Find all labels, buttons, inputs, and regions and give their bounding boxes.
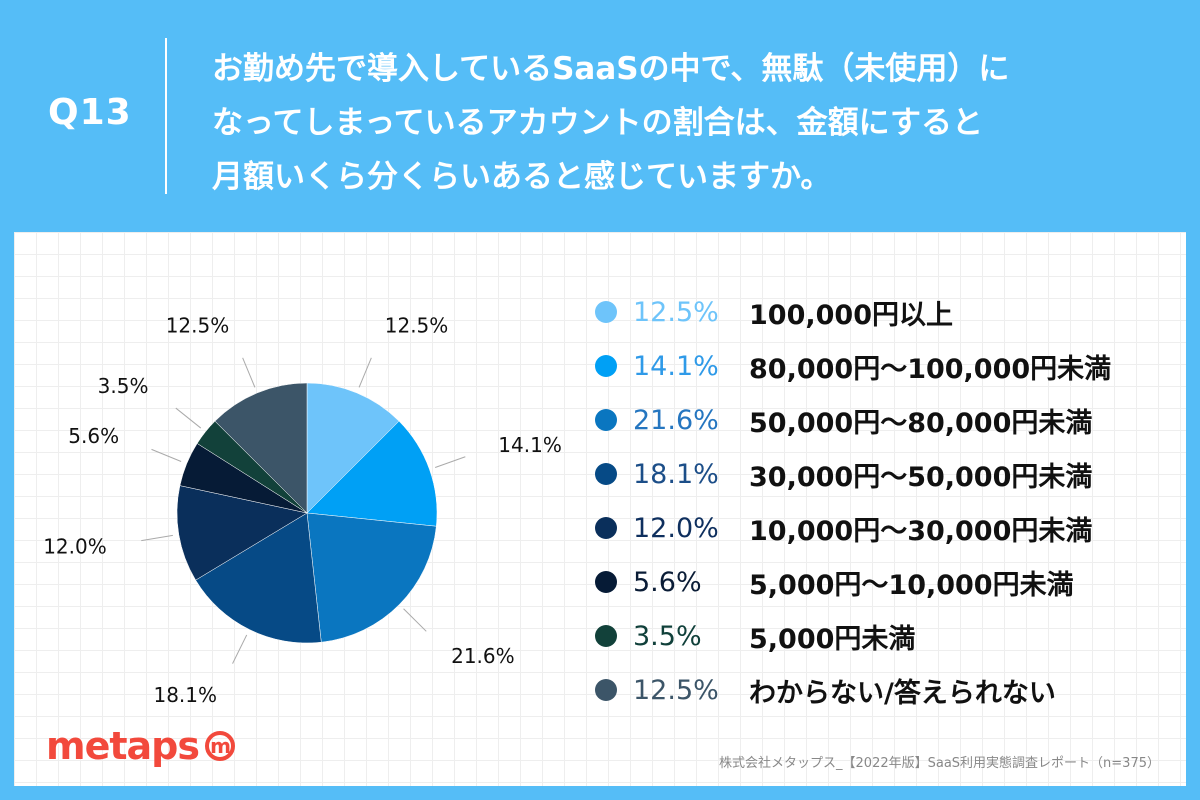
legend-item: 12.0% 10,000円〜30,000円未満 [595, 508, 1175, 548]
pie-slice [195, 512, 322, 644]
leader-line [403, 608, 427, 632]
leader-line [151, 448, 182, 462]
pie-slice [306, 420, 438, 527]
legend-swatch [595, 409, 617, 431]
slice-label: 18.1% [153, 683, 217, 707]
legend-label: 100,000円以上 [749, 299, 953, 331]
legend-percentage: 12.5% [633, 674, 719, 706]
legend-percentage: 5.6% [633, 566, 702, 598]
legend-percentage: 3.5% [633, 620, 702, 652]
legend-item: 14.1% 80,000円〜100,000円未満 [595, 346, 1175, 386]
legend-item: 5.6% 5,000円〜10,000円未満 [595, 562, 1175, 602]
question-text: お勤め先で導入しているSaaSの中で、無駄（未使用）に なってしまっているアカウ… [212, 42, 1172, 204]
legend-label: 10,000円〜30,000円未満 [749, 515, 1093, 547]
leader-line [232, 634, 248, 664]
legend-percentage: 12.5% [633, 296, 719, 328]
legend-label: わからない/答えられない [749, 677, 1056, 709]
question-line-3: 月額いくら分くらいあると感じていますか。 [212, 159, 832, 195]
legend-item: 12.5% 100,000円以上 [595, 292, 1175, 332]
legend-label: 30,000円〜50,000円未満 [749, 461, 1093, 493]
leader-line [434, 456, 466, 468]
legend-label: 5,000円未満 [749, 623, 916, 655]
question-line-1: お勤め先で導入しているSaaSの中で、無駄（未使用）に [212, 51, 1010, 87]
slice-label: 12.5% [166, 313, 230, 337]
legend-item: 12.5% わからない/答えられない [595, 670, 1175, 710]
legend-swatch [595, 301, 617, 323]
leader-line [358, 357, 372, 388]
pie-slice [306, 512, 437, 643]
metaps-logo: metaps m [46, 724, 235, 768]
header-divider [165, 38, 167, 194]
source-note: 株式会社メタップス_【2022年版】SaaS利用実態調査レポート（n=375） [719, 756, 1160, 771]
logo-mark-icon: m [205, 731, 235, 761]
legend-percentage: 12.0% [633, 512, 719, 544]
leader-line [141, 534, 173, 542]
leader-line [175, 407, 202, 429]
legend-percentage: 18.1% [633, 458, 719, 490]
legend-item: 18.1% 30,000円〜50,000円未満 [595, 454, 1175, 494]
legend-swatch [595, 517, 617, 539]
legend-label: 50,000円〜80,000円未満 [749, 407, 1093, 439]
question-line-2: なってしまっているアカウントの割合は、金額にすると [212, 105, 983, 141]
legend-label: 5,000円〜10,000円未満 [749, 569, 1074, 601]
question-number: Q13 [48, 92, 132, 133]
legend-swatch [595, 679, 617, 701]
slice-label: 12.5% [385, 313, 449, 337]
legend-swatch [595, 463, 617, 485]
slice-label: 21.6% [451, 644, 515, 668]
slice-label: 14.1% [498, 433, 562, 457]
pie-slice [176, 485, 308, 581]
legend-item: 21.6% 50,000円〜80,000円未満 [595, 400, 1175, 440]
pie-slice [306, 382, 400, 514]
legend-swatch [595, 625, 617, 647]
legend-percentage: 14.1% [633, 350, 719, 382]
legend-label: 80,000円〜100,000円未満 [749, 353, 1112, 385]
slice-label: 5.6% [68, 424, 119, 448]
slice-label: 12.0% [43, 534, 107, 558]
header: Q13 お勤め先で導入しているSaaSの中で、無駄（未使用）に なってしまってい… [0, 0, 1200, 230]
legend-percentage: 21.6% [633, 404, 719, 436]
slice-label: 3.5% [98, 374, 149, 398]
legend-swatch [595, 355, 617, 377]
legend-swatch [595, 571, 617, 593]
logo-text: metaps [46, 724, 200, 768]
legend-item: 3.5% 5,000円未満 [595, 616, 1175, 656]
pie-slice [214, 382, 308, 514]
leader-line [242, 357, 256, 388]
